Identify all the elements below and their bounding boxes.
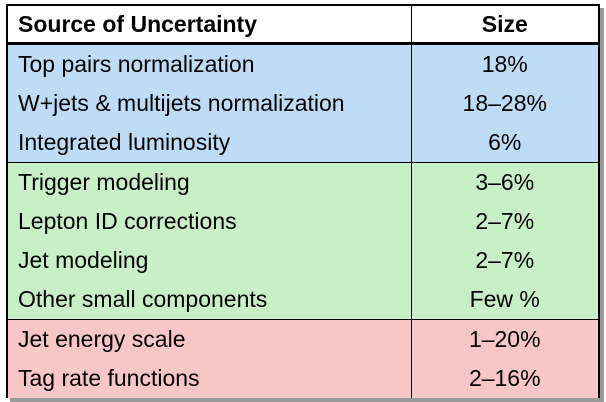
- source-cell: W+jets & multijets normalization: [8, 84, 412, 123]
- table-row: W+jets & multijets normalization 18–28%: [8, 84, 598, 123]
- table-row: Top pairs normalization 18%: [8, 43, 598, 84]
- table-row: Jet energy scale 1–20%: [8, 319, 598, 359]
- source-cell: Integrated luminosity: [8, 123, 412, 163]
- source-cell: Jet energy scale: [8, 319, 412, 359]
- uncertainty-table-container: Source of Uncertainty Size Top pairs nor…: [6, 4, 600, 398]
- size-cell: 3–6%: [411, 162, 598, 202]
- table-row: Lepton ID corrections 2–7%: [8, 202, 598, 241]
- table-row: Jet modeling 2–7%: [8, 241, 598, 280]
- size-cell: 18–28%: [411, 84, 598, 123]
- size-cell: 2–16%: [411, 359, 598, 398]
- size-cell: 18%: [411, 43, 598, 84]
- table-row: Trigger modeling 3–6%: [8, 162, 598, 202]
- uncertainty-table: Source of Uncertainty Size Top pairs nor…: [8, 6, 598, 398]
- source-cell: Tag rate functions: [8, 359, 412, 398]
- header-size: Size: [411, 6, 598, 45]
- source-cell: Other small components: [8, 280, 412, 320]
- table-row: Integrated luminosity 6%: [8, 123, 598, 163]
- source-cell: Lepton ID corrections: [8, 202, 412, 241]
- size-cell: 2–7%: [411, 241, 598, 280]
- table-header-row: Source of Uncertainty Size: [8, 6, 598, 45]
- source-cell: Top pairs normalization: [8, 43, 412, 84]
- table-row: Tag rate functions 2–16%: [8, 359, 598, 398]
- size-cell: 2–7%: [411, 202, 598, 241]
- header-source: Source of Uncertainty: [8, 6, 412, 45]
- source-cell: Trigger modeling: [8, 162, 412, 202]
- source-cell: Jet modeling: [8, 241, 412, 280]
- size-cell: 1–20%: [411, 319, 598, 359]
- size-cell: Few %: [411, 280, 598, 320]
- size-cell: 6%: [411, 123, 598, 163]
- table-row: Other small components Few %: [8, 280, 598, 320]
